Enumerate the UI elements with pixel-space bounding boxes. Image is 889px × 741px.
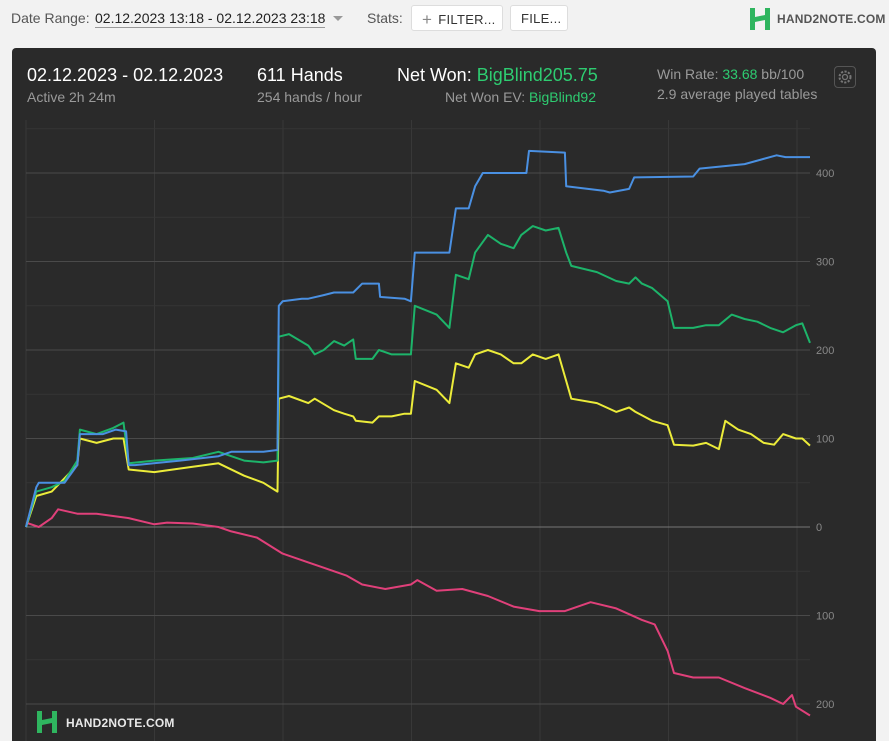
net-won-ev-value: BigBlind92	[529, 89, 596, 105]
average-tables: 2.9 average played tables	[657, 86, 818, 102]
profit-graph: 400 300 200 100 0 100 200	[25, 120, 834, 741]
series-line-yellow	[25, 349, 811, 528]
date-summary: 02.12.2023 - 02.12.2023	[27, 65, 224, 85]
chevron-down-icon[interactable]	[333, 16, 343, 21]
win-rate-value: 33.68	[722, 66, 758, 82]
net-won-ev: Net Won EV: BigBlind92	[445, 89, 596, 105]
y-tick-label: 300	[816, 257, 834, 269]
y-tick-label: 100	[816, 434, 834, 446]
y-tick-label: 200	[816, 345, 834, 357]
brand-name: HAND2NOTE.COM	[777, 12, 886, 26]
date-range-label: Date Range:	[11, 10, 90, 26]
y-tick-label: 400	[816, 168, 834, 180]
stats-label: Stats:	[367, 10, 403, 26]
series-line-green	[25, 225, 811, 528]
h2n-logo-icon	[750, 8, 770, 30]
active-time: Active 2h 24m	[27, 89, 116, 105]
win-rate: Win Rate: 33.68 bb/100	[657, 66, 804, 82]
win-rate-unit: bb/100	[761, 66, 805, 82]
y-tick-label: 100	[816, 611, 834, 623]
net-won-label: Net Won:	[397, 65, 472, 85]
watermark: HAND2NOTE.COM	[36, 710, 174, 739]
file-button[interactable]: FILE...	[510, 5, 568, 31]
plus-icon: +	[422, 10, 433, 29]
settings-button[interactable]	[834, 66, 856, 88]
graph-panel: 02.12.2023 - 02.12.2023 Active 2h 24m 61…	[12, 48, 876, 741]
win-rate-label: Win Rate:	[657, 66, 719, 82]
series-line-blue	[25, 149, 810, 528]
toolbar: Date Range: 02.12.2023 13:18 - 02.12.202…	[0, 0, 889, 38]
watermark-text: HAND2NOTE.COM	[66, 716, 175, 730]
date-range-selector[interactable]: 02.12.2023 13:18 - 02.12.2023 23:18	[95, 10, 326, 28]
file-button-label: FILE...	[521, 11, 562, 26]
net-won: Net Won: BigBlind205.75	[397, 65, 598, 86]
net-won-value: BigBlind205.75	[476, 65, 598, 85]
filter-button-label: FILTER...	[438, 12, 496, 27]
net-won-ev-label: Net Won EV:	[445, 89, 526, 105]
watermark-logo-icon	[37, 711, 57, 733]
series-line-pink	[25, 508, 811, 717]
hands-per-hour: 254 hands / hour	[257, 89, 363, 105]
y-tick-label: 0	[816, 522, 822, 534]
gear-icon	[838, 70, 852, 84]
filter-button[interactable]: + FILTER...	[411, 5, 503, 31]
hands-count: 611 Hands	[257, 65, 343, 85]
y-tick-label: 200	[816, 699, 834, 711]
